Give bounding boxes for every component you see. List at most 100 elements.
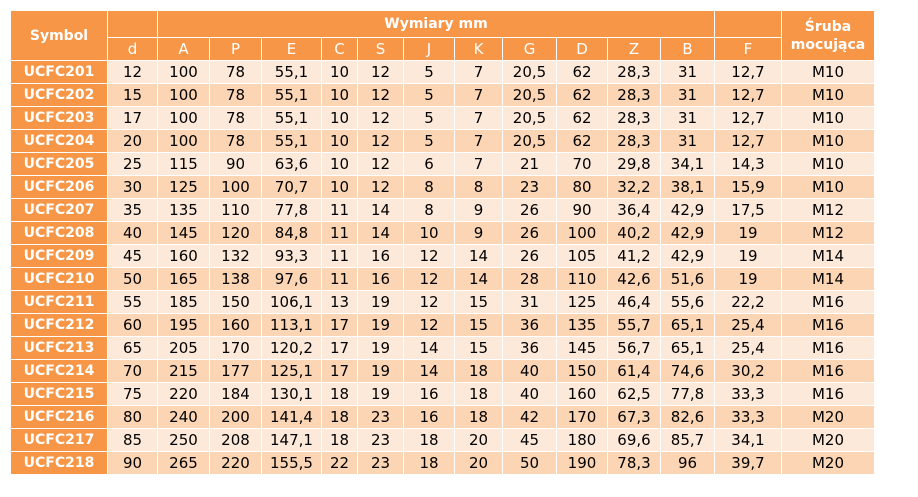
value-cell-z: 36,4: [607, 198, 661, 222]
value-cell-s: 12: [357, 175, 404, 199]
value-cell-s: 12: [357, 129, 404, 153]
value-cell-g: 26: [502, 221, 557, 245]
value-cell-c: 10: [321, 129, 358, 153]
screw-cell: M14: [781, 267, 875, 291]
value-cell-a: 100: [157, 129, 210, 153]
value-cell-g: 50: [502, 451, 557, 475]
value-cell-b: 31: [660, 106, 715, 130]
value-cell-g: 21: [502, 152, 557, 176]
value-cell-f: 14,3: [714, 152, 782, 176]
value-cell-k: 7: [454, 129, 503, 153]
screw-header-line1: Śruba: [804, 18, 852, 35]
value-cell-f: 12,7: [714, 83, 782, 107]
value-cell-c: 17: [321, 313, 358, 337]
value-cell-d: 35: [107, 198, 158, 222]
symbol-cell: UCFC201: [10, 60, 108, 84]
value-cell-j: 8: [403, 198, 455, 222]
value-cell-d: 80: [107, 405, 158, 429]
value-cell-k: 18: [454, 405, 503, 429]
value-cell-d: 15: [107, 83, 158, 107]
screw-cell: M16: [781, 359, 875, 383]
value-cell-d: 70: [556, 152, 608, 176]
value-cell-f: 19: [714, 221, 782, 245]
symbol-cell: UCFC211: [10, 290, 108, 314]
value-cell-f: 33,3: [714, 405, 782, 429]
column-header-j: J: [403, 37, 455, 61]
symbol-cell: UCFC216: [10, 405, 108, 429]
value-cell-d: 12: [107, 60, 158, 84]
table-row: UCFC202 15 100 78 55,1 10 12 5 7 20,5 62 28,3 31 12,7…: [10, 83, 875, 107]
value-cell-d: 65: [107, 336, 158, 360]
value-cell-b: 74,6: [660, 359, 715, 383]
value-cell-f: 17,5: [714, 198, 782, 222]
value-cell-z: 42,6: [607, 267, 661, 291]
value-cell-e: 55,1: [261, 83, 322, 107]
value-cell-k: 14: [454, 244, 503, 268]
value-cell-p: 100: [209, 175, 262, 199]
value-cell-b: 77,8: [660, 382, 715, 406]
value-cell-b: 31: [660, 83, 715, 107]
value-cell-g: 36: [502, 336, 557, 360]
value-cell-g: 40: [502, 382, 557, 406]
value-cell-g: 26: [502, 244, 557, 268]
table-row: UCFC204 20 100 78 55,1 10 12 5 7 20,5 62 28,3 31 12,7…: [10, 129, 875, 153]
value-cell-j: 5: [403, 129, 455, 153]
table-row: UCFC211 55 185 150 106,1 13 19 12 15 31 125 46,4 55,…: [10, 290, 875, 314]
column-header-b: B: [660, 37, 715, 61]
table-row: UCFC215 75 220 184 130,1 18 19 16 18 40 160 62,5 77,…: [10, 382, 875, 406]
value-cell-g: 36: [502, 313, 557, 337]
value-cell-d: 17: [107, 106, 158, 130]
value-cell-s: 19: [357, 382, 404, 406]
screw-cell: M16: [781, 313, 875, 337]
value-cell-c: 11: [321, 221, 358, 245]
screw-cell: M10: [781, 129, 875, 153]
value-cell-k: 18: [454, 382, 503, 406]
value-cell-e: 70,7: [261, 175, 322, 199]
value-cell-k: 8: [454, 175, 503, 199]
value-cell-a: 125: [157, 175, 210, 199]
value-cell-z: 62,5: [607, 382, 661, 406]
value-cell-c: 18: [321, 428, 358, 452]
value-cell-d: 160: [556, 382, 608, 406]
value-cell-z: 32,2: [607, 175, 661, 199]
value-cell-a: 145: [157, 221, 210, 245]
value-cell-c: 17: [321, 359, 358, 383]
value-cell-p: 78: [209, 60, 262, 84]
value-cell-b: 65,1: [660, 313, 715, 337]
value-cell-c: 11: [321, 267, 358, 291]
value-cell-s: 19: [357, 313, 404, 337]
value-cell-g: 20,5: [502, 106, 557, 130]
symbol-cell: UCFC217: [10, 428, 108, 452]
value-cell-j: 5: [403, 106, 455, 130]
value-cell-j: 6: [403, 152, 455, 176]
value-cell-k: 7: [454, 106, 503, 130]
screw-cell: M10: [781, 152, 875, 176]
screw-cell: M20: [781, 451, 875, 475]
column-header-c: C: [321, 37, 358, 61]
value-cell-e: 55,1: [261, 106, 322, 130]
value-cell-d: 85: [107, 428, 158, 452]
value-cell-d: 135: [556, 313, 608, 337]
value-cell-a: 185: [157, 290, 210, 314]
screw-cell: M10: [781, 106, 875, 130]
value-cell-p: 160: [209, 313, 262, 337]
symbol-cell: UCFC208: [10, 221, 108, 245]
column-header-s: S: [357, 37, 404, 61]
table-row: UCFC203 17 100 78 55,1 10 12 5 7 20,5 62 28,3 31 12,7…: [10, 106, 875, 130]
value-cell-e: 147,1: [261, 428, 322, 452]
symbol-cell: UCFC214: [10, 359, 108, 383]
symbol-cell: UCFC213: [10, 336, 108, 360]
value-cell-c: 10: [321, 83, 358, 107]
value-cell-k: 9: [454, 221, 503, 245]
value-cell-g: 20,5: [502, 83, 557, 107]
value-cell-e: 130,1: [261, 382, 322, 406]
screw-cell: M10: [781, 175, 875, 199]
value-cell-e: 63,6: [261, 152, 322, 176]
value-cell-p: 120: [209, 221, 262, 245]
value-cell-e: 120,2: [261, 336, 322, 360]
symbol-header: Symbol: [10, 10, 108, 61]
value-cell-p: 200: [209, 405, 262, 429]
value-cell-g: 31: [502, 290, 557, 314]
value-cell-b: 65,1: [660, 336, 715, 360]
value-cell-d: 62: [556, 106, 608, 130]
